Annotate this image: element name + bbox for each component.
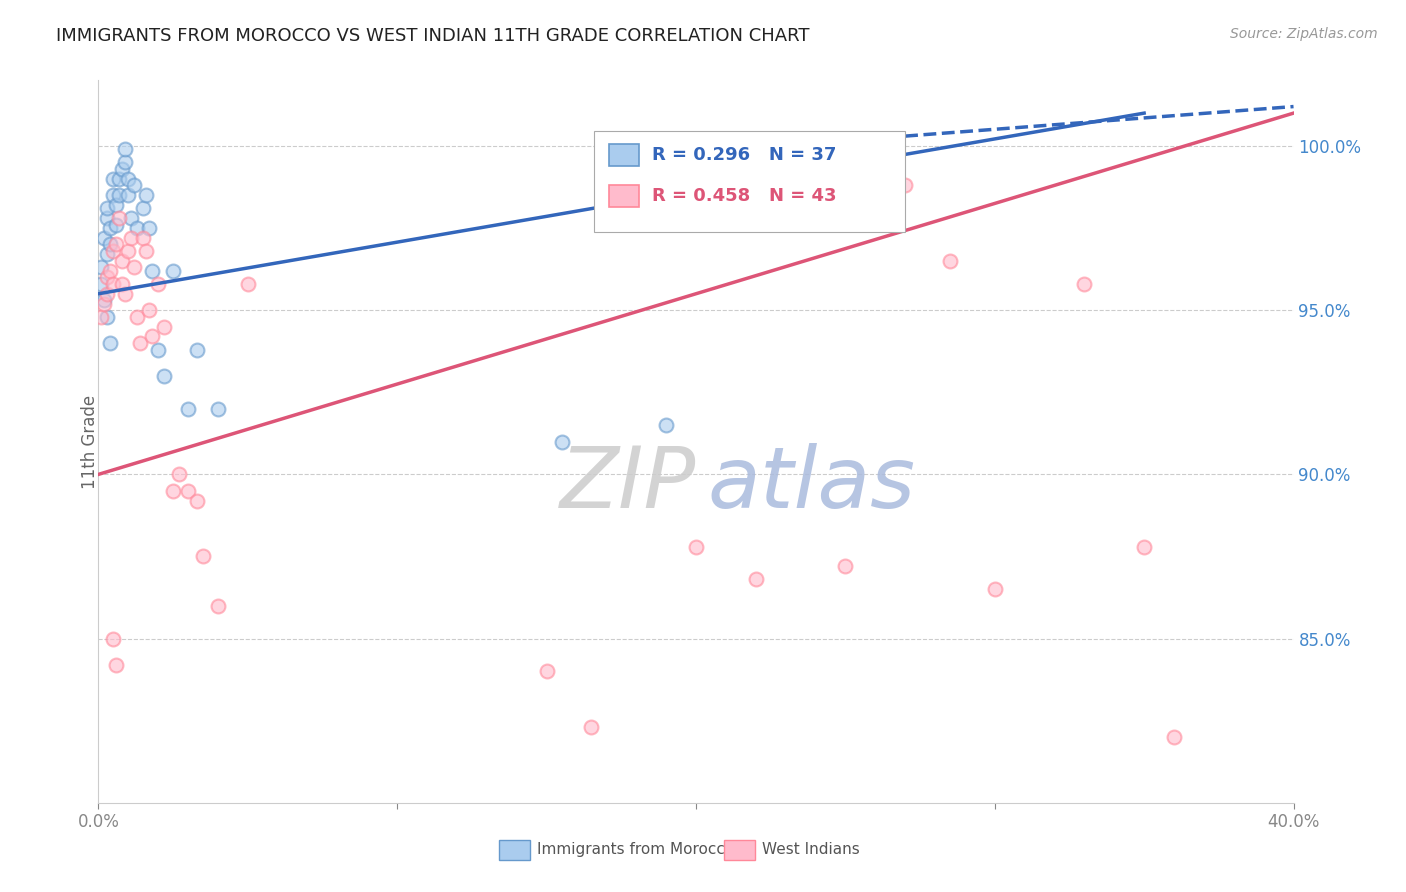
Point (745, 573, 768, 587)
Point (108, 188, 131, 202)
Text: Source: ZipAtlas.com: Source: ZipAtlas.com (1230, 27, 1378, 41)
Point (536, 665, 558, 679)
Point (98, 221, 122, 235)
Point (114, 142, 136, 156)
Point (124, 178, 146, 193)
Point (103, 632, 125, 646)
Point (132, 202, 155, 216)
Point (162, 264, 184, 278)
Point (894, 178, 917, 193)
Point (93, 296, 115, 310)
Point (1163, 730, 1185, 744)
Point (98, 237, 122, 252)
Y-axis label: 11th Grade: 11th Grade (82, 394, 98, 489)
Point (117, 171, 139, 186)
Point (177, 401, 200, 416)
Point (132, 231, 155, 245)
Point (655, 418, 678, 433)
Point (90, 310, 112, 324)
Point (148, 277, 170, 291)
Point (153, 319, 176, 334)
Point (114, 155, 136, 169)
Point (103, 277, 125, 291)
Point (138, 221, 160, 235)
Point (939, 254, 962, 268)
Point (191, 549, 214, 564)
Text: ZIP: ZIP (560, 443, 696, 526)
Point (120, 211, 142, 226)
Text: IMMIGRANTS FROM MOROCCO VS WEST INDIAN 11TH GRADE CORRELATION CHART: IMMIGRANTS FROM MOROCCO VS WEST INDIAN 1… (56, 27, 810, 45)
Point (127, 221, 149, 235)
Point (105, 237, 128, 252)
Point (186, 493, 208, 508)
Point (581, 720, 603, 734)
Point (984, 582, 1007, 597)
Point (117, 244, 139, 258)
Point (96, 270, 118, 285)
Point (96, 286, 118, 301)
Point (141, 264, 163, 278)
Point (111, 161, 134, 176)
Text: West Indians: West Indians (762, 842, 860, 856)
Bar (609, 144, 638, 166)
Point (129, 336, 152, 351)
Point (98, 264, 122, 278)
Point (135, 244, 157, 258)
FancyBboxPatch shape (595, 131, 905, 232)
Point (96, 310, 118, 324)
Point (207, 401, 229, 416)
Point (177, 483, 200, 498)
Point (1133, 540, 1156, 554)
Point (135, 188, 157, 202)
Point (105, 198, 128, 212)
Point (103, 171, 125, 186)
Point (103, 244, 125, 258)
Point (96, 247, 118, 261)
Point (1073, 277, 1095, 291)
Point (111, 277, 134, 291)
Text: Immigrants from Morocco: Immigrants from Morocco (537, 842, 734, 856)
Point (141, 329, 163, 343)
Point (207, 599, 229, 613)
Point (90, 277, 112, 291)
Point (96, 211, 118, 226)
Point (93, 231, 115, 245)
Point (162, 483, 184, 498)
Point (96, 202, 118, 216)
Point (98, 336, 122, 351)
Point (124, 260, 146, 275)
Text: R = 0.296   N = 37: R = 0.296 N = 37 (652, 145, 837, 164)
Point (90, 260, 112, 275)
Point (105, 657, 128, 672)
Point (550, 434, 572, 449)
Point (167, 467, 190, 482)
Text: R = 0.458   N = 43: R = 0.458 N = 43 (652, 187, 837, 205)
Text: atlas: atlas (709, 443, 915, 526)
Point (148, 343, 170, 357)
Point (186, 343, 208, 357)
Point (93, 293, 115, 308)
Point (103, 188, 125, 202)
Point (834, 559, 856, 574)
Point (153, 368, 176, 383)
Point (127, 310, 149, 324)
Point (108, 171, 131, 186)
Point (138, 303, 160, 318)
Point (108, 211, 131, 226)
Point (120, 231, 142, 245)
Point (114, 286, 136, 301)
Point (111, 254, 134, 268)
Bar (609, 185, 638, 207)
Point (236, 277, 259, 291)
Point (117, 188, 139, 202)
Point (685, 540, 707, 554)
Point (105, 218, 128, 232)
